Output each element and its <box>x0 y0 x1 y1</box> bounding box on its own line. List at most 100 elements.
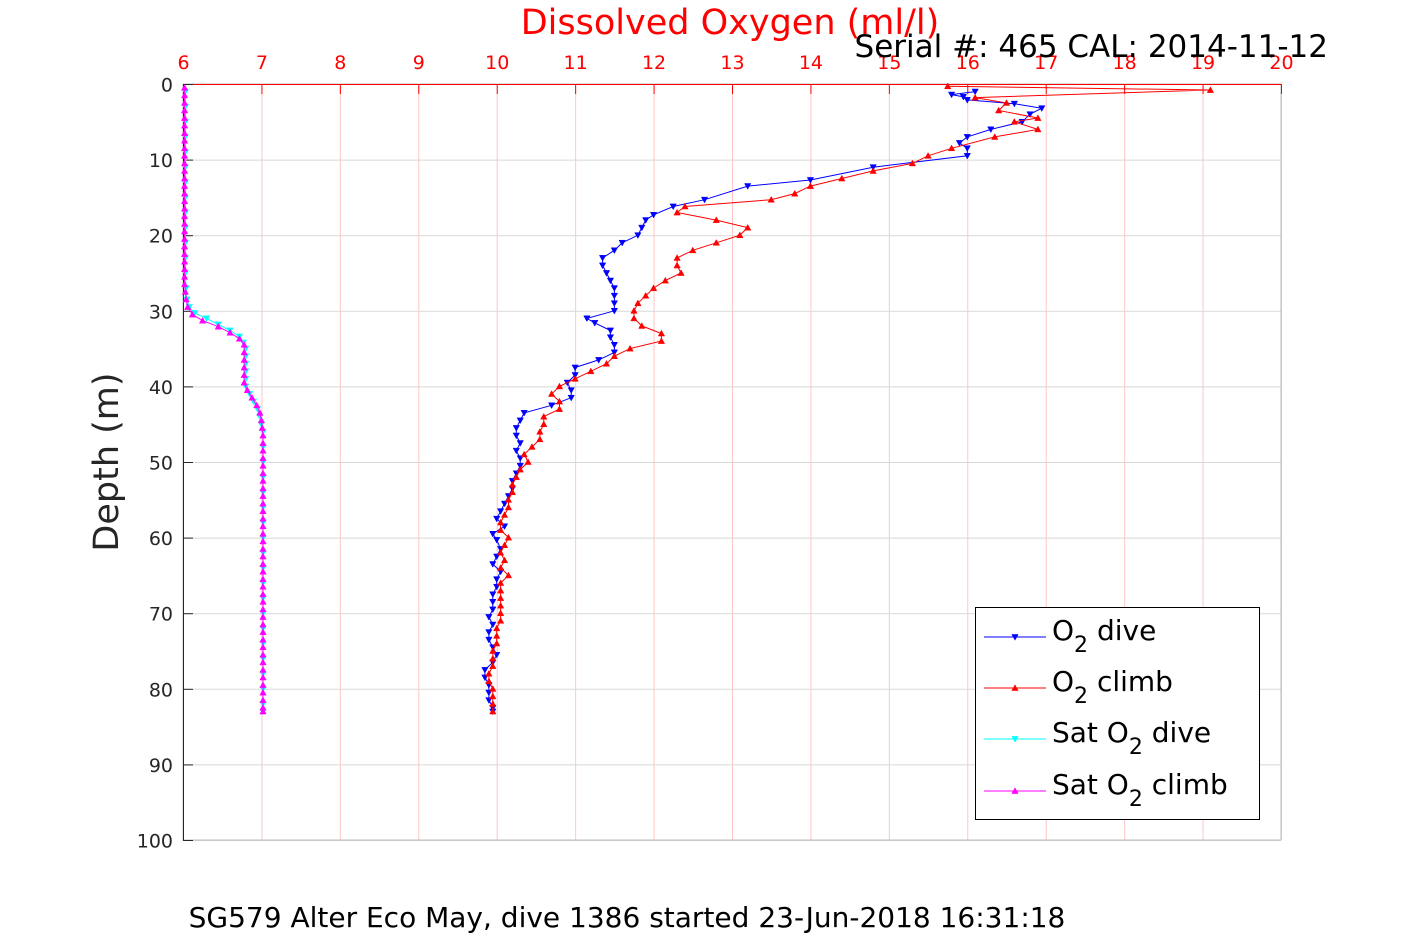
x-tick-label: 14 <box>799 52 823 74</box>
data-point-sat-o2-climb <box>259 507 267 514</box>
data-point-o2-dive <box>642 217 650 224</box>
data-point-o2-dive <box>489 621 497 629</box>
data-point-o2-dive <box>493 576 501 583</box>
data-point-o2-dive <box>493 515 501 523</box>
x-tick-label: 12 <box>642 52 666 74</box>
data-point-o2-climb <box>657 329 666 337</box>
data-point-o2-dive <box>598 262 607 270</box>
data-point-sat-o2-climb <box>259 514 267 522</box>
data-point-o2-dive <box>606 327 615 335</box>
data-point-sat-o2-climb <box>248 394 256 401</box>
data-point-o2-dive <box>512 447 520 455</box>
data-point-sat-o2-climb <box>259 522 267 530</box>
data-point-o2-dive <box>595 357 603 364</box>
data-point-o2-climb <box>657 337 666 344</box>
data-point-o2-climb <box>689 246 697 254</box>
data-point-o2-climb <box>630 314 638 322</box>
data-point-sat-o2-climb <box>180 242 189 250</box>
data-point-sat-o2-climb <box>259 598 267 605</box>
data-point-o2-dive <box>744 183 752 190</box>
data-point-o2-climb <box>493 632 501 639</box>
data-point-o2-climb <box>516 465 524 473</box>
legend-item-o2-climb: O2 climb <box>984 665 1173 709</box>
data-point-o2-climb <box>504 533 513 541</box>
data-point-sat-o2-climb <box>180 152 189 159</box>
data-point-o2-climb <box>540 412 548 420</box>
data-point-sat-o2-climb <box>180 106 189 114</box>
data-point-o2-climb <box>1206 86 1215 93</box>
data-point-o2-dive <box>489 531 497 538</box>
data-point-o2-climb <box>497 617 505 624</box>
y-tick-label: 70 <box>149 604 173 626</box>
x-tick-label: 11 <box>564 52 588 74</box>
data-point-sat-o2-climb <box>259 469 267 477</box>
data-point-o2-climb <box>555 382 564 390</box>
data-point-o2-climb <box>497 518 505 526</box>
data-point-o2-climb <box>991 133 999 140</box>
data-point-o2-dive <box>567 387 575 394</box>
data-point-o2-climb <box>791 189 799 197</box>
data-point-o2-dive <box>1026 111 1034 118</box>
data-point-o2-dive <box>583 315 591 323</box>
data-point-o2-climb <box>497 579 505 586</box>
data-point-sat-o2-climb <box>259 673 267 681</box>
chart-title: Dissolved Oxygen (ml/l) <box>521 3 940 43</box>
data-point-sat-o2-climb <box>258 424 266 431</box>
data-point-o2-dive <box>610 292 618 300</box>
data-point-o2-climb <box>489 707 497 715</box>
data-point-sat-o2-climb <box>259 620 267 628</box>
data-point-o2-dive <box>567 394 575 402</box>
data-point-sat-o2-climb <box>259 628 267 635</box>
data-point-o2-climb <box>508 480 517 488</box>
data-point-sat-o2-climb <box>259 545 267 552</box>
data-point-o2-dive <box>516 417 524 425</box>
data-point-o2-climb <box>677 269 685 276</box>
data-point-o2-climb <box>838 174 846 182</box>
data-point-sat-o2-climb <box>259 454 267 462</box>
data-point-sat-o2-climb <box>259 499 267 507</box>
data-point-sat-o2-climb <box>259 484 267 492</box>
data-point-o2-climb <box>500 511 509 518</box>
data-point-sat-o2-climb <box>259 605 267 613</box>
data-point-sat-o2-climb <box>180 159 189 167</box>
data-point-o2-dive <box>489 591 497 599</box>
data-point-o2-climb <box>500 556 509 564</box>
data-point-sat-o2-climb <box>259 666 267 673</box>
data-point-sat-o2-climb <box>259 537 267 545</box>
data-point-o2-climb <box>485 669 493 677</box>
data-point-sat-o2-climb <box>180 280 189 288</box>
data-point-sat-o2-climb <box>180 84 189 91</box>
x-tick-label: 8 <box>334 52 346 74</box>
y-axis-label: Depth (m) <box>87 372 127 551</box>
data-point-o2-climb <box>806 182 815 189</box>
y-tick-label: 50 <box>149 453 173 475</box>
legend-label: O2 dive <box>1052 614 1156 658</box>
data-point-o2-climb <box>571 375 579 382</box>
data-point-o2-dive <box>485 614 493 621</box>
data-point-o2-climb <box>610 352 618 359</box>
data-point-o2-dive <box>610 300 618 307</box>
data-point-sat-o2-climb <box>259 651 267 658</box>
data-point-sat-o2-climb <box>180 257 189 265</box>
data-point-o2-dive <box>485 636 493 644</box>
data-point-o2-dive <box>512 432 520 440</box>
x-tick-label: 7 <box>256 52 268 74</box>
data-point-o2-climb <box>497 594 505 601</box>
data-point-o2-climb <box>489 647 497 654</box>
data-point-sat-o2-climb <box>259 439 267 446</box>
data-point-sat-o2-climb <box>180 91 189 99</box>
data-point-o2-dive <box>512 425 520 432</box>
data-point-o2-climb <box>489 654 497 662</box>
data-point-o2-climb <box>500 541 509 548</box>
data-point-sat-o2-climb <box>180 174 189 182</box>
data-point-o2-dive <box>700 196 709 204</box>
data-point-o2-dive <box>606 277 615 285</box>
x-tick-label: 20 <box>1269 52 1293 74</box>
data-point-o2-climb <box>1034 114 1042 121</box>
data-point-sat-o2-climb <box>180 121 189 129</box>
data-point-sat-o2-climb <box>240 378 248 386</box>
data-point-o2-climb <box>489 700 497 707</box>
data-point-sat-o2-climb <box>259 590 267 598</box>
data-point-o2-climb <box>602 360 611 367</box>
